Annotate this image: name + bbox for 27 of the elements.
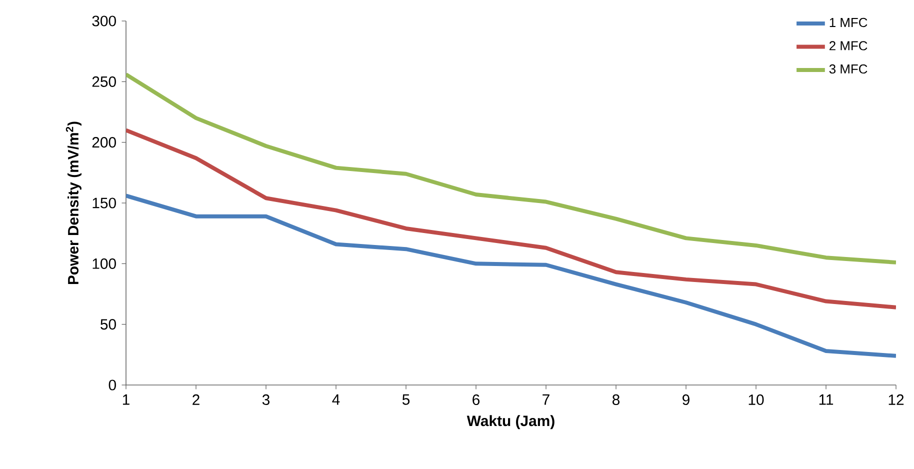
x-tick-label: 12 xyxy=(888,394,904,405)
x-tick-label: 3 xyxy=(262,394,270,406)
x-tick-label: 4 xyxy=(332,394,340,405)
y-tick-label: 100 xyxy=(92,258,116,269)
y-tick-label: 250 xyxy=(92,76,116,87)
y-tick-label: 200 xyxy=(92,137,116,148)
x-tick-label: 7 xyxy=(542,394,550,405)
x-tick-label: 5 xyxy=(402,394,410,405)
y-tick-label: 300 xyxy=(92,16,116,26)
x-tick-label: 9 xyxy=(682,394,690,406)
x-tick-label: 10 xyxy=(748,394,764,406)
legend-label: 1 MFC xyxy=(830,18,868,28)
y-tick-label: 150 xyxy=(92,198,116,208)
line-series xyxy=(126,128,896,310)
legend-label: 2 MFC xyxy=(830,41,868,50)
y-tick-label: 50 xyxy=(100,319,116,330)
x-tick-label: 1 xyxy=(122,394,130,405)
legend-label: 3 MFC xyxy=(829,64,868,74)
x-axis-title: Waktu (Jam) xyxy=(466,415,554,430)
x-tick-label: 2 xyxy=(192,394,200,405)
x-tick-label: 6 xyxy=(472,394,480,406)
line-series xyxy=(126,194,896,358)
line-series xyxy=(126,72,896,264)
y-tick-label: 0 xyxy=(108,380,116,390)
x-tick-label: 11 xyxy=(819,394,834,405)
y-axis-title: Power Density (mV/m$^{2}$) xyxy=(66,122,82,284)
x-tick-label: 8 xyxy=(612,394,620,406)
